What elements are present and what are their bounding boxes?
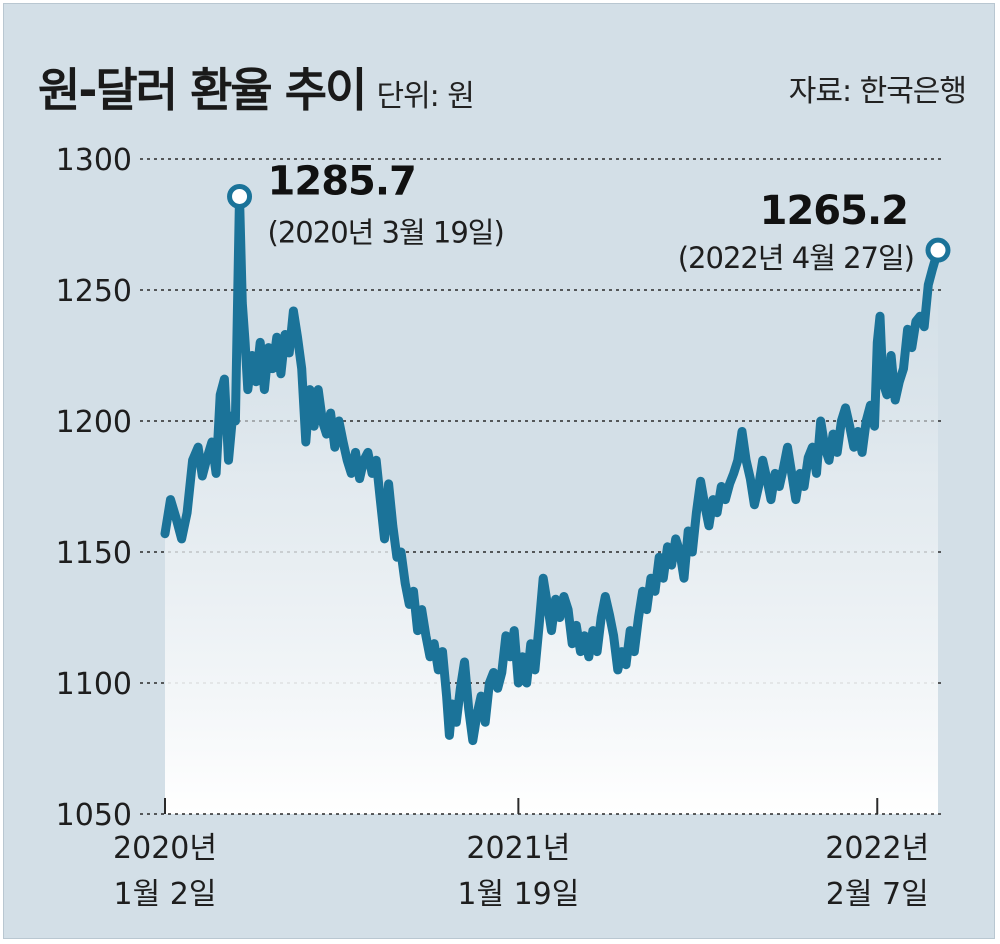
annotation-date: (2020년 3월 19일) [268,215,504,249]
x-tick-label-year: 2022년 [825,831,929,866]
x-tick-label-date: 2월 7일 [826,877,929,912]
chart-title: 원-달러 환율 추이 [38,63,367,117]
annotation-marker [227,183,253,209]
x-axis [140,798,945,815]
annotation-value: 1265.2 [760,188,908,234]
annotation-date: (2022년 4월 27일) [678,241,914,275]
x-tick-label-date: 1월 2일 [114,877,217,912]
y-tick-label: 1200 [56,405,132,440]
area-fill [165,196,938,814]
y-tick-label: 1300 [56,143,132,178]
x-tick-label-year: 2021년 [466,831,570,866]
annotation-value: 1285.7 [268,158,416,204]
source-label: 자료: 한국은행 [788,74,967,109]
series-line [160,192,943,746]
annotations: 1285.7 (2020년 3월 19일) 1265.2 (2022년 4월 27일) [227,158,951,275]
y-tick-label: 1250 [56,274,132,309]
y-tick-label: 1050 [56,798,132,833]
annotation-marker [925,237,951,263]
y-tick-label: 1150 [56,536,132,571]
y-tick-labels: 1300 1250 1200 1150 1100 1050 [56,143,132,833]
x-tick-label-year: 2020년 [113,831,217,866]
y-tick-label: 1100 [56,667,132,702]
title-row: 원-달러 환율 추이 단위: 원 [38,54,475,117]
x-tick-label-date: 1월 19일 [457,877,579,912]
x-tick-labels: 2020년 1월 2일 2021년 1월 19일 2022년 2월 7일 [113,831,929,912]
unit-label: 단위: 원 [376,79,474,114]
